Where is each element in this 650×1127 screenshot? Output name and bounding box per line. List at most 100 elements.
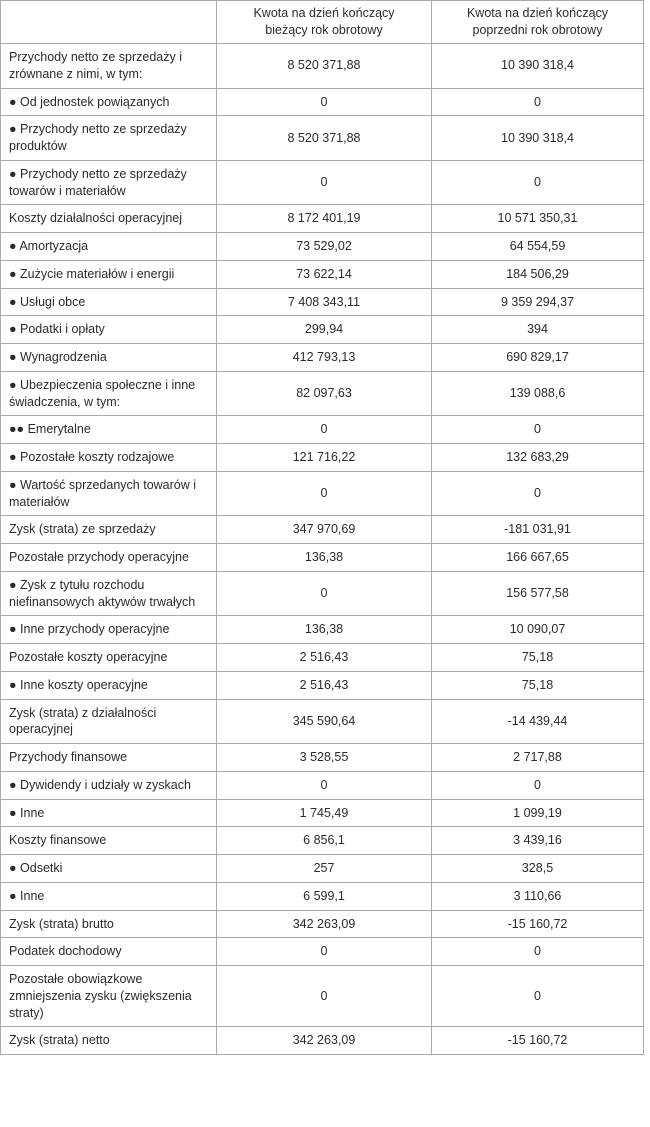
row-value-current: 0 [216, 87, 432, 117]
table-row: ● Pozostałe koszty rodzajowe 121 716,22 13… [0, 443, 644, 472]
table-row: ● Ubezpieczenia społeczne i inne świadcz… [0, 370, 644, 417]
row-label-cell: ● Inne [0, 798, 217, 828]
row-label-text: ● Ubezpieczenia społeczne i inne świadcz… [9, 377, 196, 409]
header-previous-line2: poprzedni rok obrotowy [472, 23, 603, 37]
row-value-current: 82 097,63 [216, 370, 432, 417]
row-value-current: 0 [216, 415, 432, 444]
row-value-current: 73 529,02 [216, 232, 432, 261]
row-value-current: 121 716,22 [216, 443, 432, 472]
row-value-current: 299,94 [216, 315, 432, 344]
row-value-previous: 690 829,17 [431, 343, 644, 372]
row-value-previous: 10 390 318,4 [431, 43, 644, 89]
row-label-cell: ● Inne koszty operacyjne [0, 670, 217, 700]
row-value-current: 3 528,55 [216, 743, 432, 772]
row-label-cell: ●● Emerytalne [0, 415, 217, 444]
row-label-text: ● Amortyzacja [9, 239, 89, 253]
row-label-text: ● Zysk z tytułu rozchodu niefinansowych … [9, 577, 196, 609]
row-value-previous: 394 [431, 315, 644, 344]
row-value-current: 2 516,43 [216, 670, 432, 700]
row-label-text: ● Pozostałe koszty rodzajowe [9, 450, 175, 464]
row-value-previous: 10 390 318,4 [431, 115, 644, 161]
row-label-cell: Zysk (strata) brutto [0, 909, 217, 939]
row-value-previous: -15 160,72 [431, 1026, 644, 1055]
row-value-current: 0 [216, 570, 432, 617]
table-row: Przychody netto ze sprzedaży i zrównane … [0, 43, 644, 89]
row-value-previous: 166 667,65 [431, 543, 644, 572]
row-label-text: ● Odsetki [9, 861, 63, 875]
row-label-cell: ● Pozostałe koszty rodzajowe [0, 443, 217, 472]
row-label-cell: ● Inne przychody operacyjne [0, 615, 217, 644]
row-value-current: 1 745,49 [216, 798, 432, 828]
table-row: Pozostałe koszty operacyjne 2 516,43 75,18 [0, 643, 644, 672]
row-label-cell: ● Wynagrodzenia [0, 343, 217, 372]
row-value-current: 0 [216, 964, 432, 1028]
row-label-cell: Podatek dochodowy [0, 937, 217, 966]
row-label-text: ● Przychody netto ze sprzedaży produktów [9, 122, 187, 153]
table-row: ● Zużycie materiałów i energii 73 622,14 1… [0, 259, 644, 289]
row-value-current: 0 [216, 770, 432, 800]
row-value-current: 0 [216, 937, 432, 966]
row-value-current: 342 263,09 [216, 909, 432, 939]
row-value-current: 136,38 [216, 615, 432, 644]
row-label-text: Podatek dochodowy [9, 944, 122, 959]
table-row: ● Inne przychody operacyjne 136,38 10 090,… [0, 615, 644, 644]
row-value-previous: 156 577,58 [431, 570, 644, 617]
table-row: ● Zysk z tytułu rozchodu niefinansowych … [0, 570, 644, 617]
income-statement-table: Kwota na dzień kończący bieżący rok obro… [0, 0, 644, 1055]
row-label-cell: ● Usługi obce [0, 287, 217, 317]
table-row: ● Inne 6 599,1 3 110,66 [0, 881, 644, 911]
header-previous-line1: Kwota na dzień kończący [466, 6, 609, 21]
table-row: ● Podatki i opłaty 299,94 394 [0, 315, 644, 344]
table-header: Kwota na dzień kończący bieżący rok obro… [0, 0, 644, 44]
row-value-current: 8 520 371,88 [216, 115, 432, 161]
row-value-previous: 10 571 350,31 [431, 204, 644, 233]
row-label-text: ● Podatki i opłaty [9, 322, 105, 337]
row-label-cell: Koszty finansowe [0, 826, 217, 855]
row-label-text: Pozostałe przychody operacyjne [9, 550, 189, 564]
row-value-previous: 9 359 294,37 [431, 287, 644, 317]
row-value-previous: -14 439,44 [431, 698, 644, 744]
row-label-text: ● Inne koszty operacyjne [9, 677, 148, 692]
row-label-text: ● Inne [9, 805, 45, 820]
row-value-previous: 2 717,88 [431, 743, 644, 772]
row-label-cell: Przychody netto ze sprzedaży i zrównane … [0, 43, 217, 89]
row-label-cell: ● Przychody netto ze sprzedaży produktów [0, 115, 217, 161]
row-label-cell: Koszty działalności operacyjnej [0, 204, 217, 233]
row-value-current: 257 [216, 854, 432, 883]
row-label-text: ●● Emerytalne [9, 422, 91, 437]
row-value-previous: -181 031,91 [431, 515, 644, 544]
row-label-text: ● Od jednostek powiązanych [9, 94, 170, 109]
table-body: Przychody netto ze sprzedaży i zrównane … [0, 43, 644, 1055]
row-label-cell: Przychody finansowe [0, 743, 217, 772]
table-row: ● Wartość sprzedanych towarów i materiał… [0, 470, 644, 517]
row-label-cell: Pozostałe przychody operacyjne [0, 543, 217, 572]
row-value-current: 342 263,09 [216, 1026, 432, 1055]
row-value-current: 0 [216, 159, 432, 206]
row-label-cell: ● Ubezpieczenia społeczne i inne świadcz… [0, 370, 217, 417]
row-label-text: Koszty finansowe [9, 833, 107, 848]
row-value-current: 7 408 343,11 [216, 287, 432, 317]
row-value-previous: 10 090,07 [431, 615, 644, 644]
table-row: ● Od jednostek powiązanych 0 0 [0, 87, 644, 117]
row-label-text: ● Wartość sprzedanych towarów i materiał… [9, 477, 197, 509]
row-label-cell: ● Inne [0, 881, 217, 911]
row-label-text: ● Inne przychody operacyjne [9, 622, 170, 637]
row-value-previous: 1 099,19 [431, 798, 644, 828]
table-row: ● Odsetki 257 328,5 [0, 854, 644, 883]
row-label-text: ● Zużycie materiałów i energii [9, 266, 175, 281]
row-value-current: 0 [216, 470, 432, 517]
table-row: Zysk (strata) z działalności operacyjnej… [0, 698, 644, 744]
row-value-previous: 0 [431, 770, 644, 800]
row-label-text: Pozostałe koszty operacyjne [9, 650, 168, 664]
row-label-text: Koszty działalności operacyjnej [9, 211, 183, 226]
table-row: ● Przychody netto ze sprzedaży produktów… [0, 115, 644, 161]
row-label-cell: ● Dywidendy i udziały w zyskach [0, 770, 217, 800]
header-current-line1: Kwota na dzień kończący [253, 6, 395, 21]
row-label-text: Zysk (strata) netto [9, 1033, 110, 1048]
table-row: ● Usługi obce 7 408 343,11 9 359 294,37 [0, 287, 644, 317]
row-value-current: 8 520 371,88 [216, 43, 432, 89]
row-value-previous: 3 110,66 [431, 881, 644, 911]
header-cell-corner [0, 0, 217, 44]
row-label-cell: ● Podatki i opłaty [0, 315, 217, 344]
table-row: Zysk (strata) netto 342 263,09 -15 160,72 [0, 1026, 644, 1055]
